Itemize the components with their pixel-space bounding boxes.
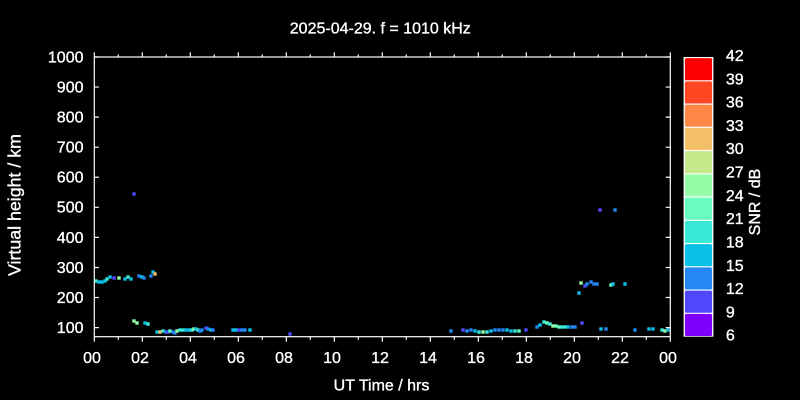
svg-text:600: 600 [57,170,84,187]
svg-text:08: 08 [275,350,293,367]
svg-text:9: 9 [726,304,735,321]
svg-text:SNR / dB: SNR / dB [747,169,764,236]
svg-text:6: 6 [726,328,735,345]
svg-text:39: 39 [726,71,744,88]
svg-text:200: 200 [57,290,84,307]
svg-text:14: 14 [419,350,437,367]
svg-text:04: 04 [179,350,197,367]
svg-text:10: 10 [323,350,341,367]
svg-text:36: 36 [726,95,744,112]
svg-text:33: 33 [726,118,744,135]
svg-text:UT Time / hrs: UT Time / hrs [334,378,430,395]
svg-text:21: 21 [726,211,744,228]
svg-text:42: 42 [726,48,744,65]
svg-text:700: 700 [57,140,84,157]
svg-text:100: 100 [57,320,84,337]
svg-text:Virtual height / km: Virtual height / km [4,134,24,276]
svg-text:300: 300 [57,260,84,277]
svg-text:00: 00 [83,350,101,367]
svg-text:22: 22 [611,350,629,367]
svg-text:500: 500 [57,200,84,217]
svg-text:18: 18 [726,235,744,252]
svg-text:15: 15 [726,258,744,275]
svg-text:800: 800 [57,110,84,127]
svg-text:30: 30 [726,141,744,158]
svg-text:12: 12 [371,350,389,367]
svg-text:12: 12 [726,281,744,298]
svg-text:27: 27 [726,165,744,182]
svg-text:02: 02 [131,350,149,367]
svg-text:900: 900 [57,80,84,97]
svg-text:00: 00 [659,350,677,367]
svg-text:1000: 1000 [48,49,84,66]
svg-text:24: 24 [726,188,744,205]
svg-text:2025-04-29. f = 1010 kHz: 2025-04-29. f = 1010 kHz [290,20,471,37]
svg-text:16: 16 [467,350,485,367]
svg-text:18: 18 [515,350,533,367]
svg-text:06: 06 [227,350,245,367]
svg-text:400: 400 [57,230,84,247]
svg-text:20: 20 [563,350,581,367]
